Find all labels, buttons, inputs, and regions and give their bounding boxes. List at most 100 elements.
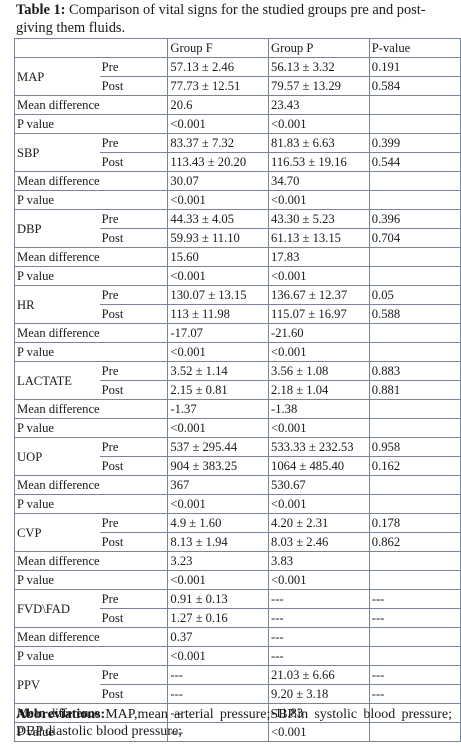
table-row-pre: SBP Pre 83.37 ± 7.32 81.83 ± 6.63 0.399 (13, 133, 461, 172)
spacer-cell (99, 722, 169, 742)
empty-cell (368, 646, 461, 666)
parameter-name: HR (13, 285, 100, 324)
p-value-label: P value (13, 342, 100, 362)
spacer-cell (99, 646, 169, 666)
group-f-value: 537 ± 295.44 (167, 437, 270, 457)
p-value-cell: 0.399 (368, 133, 461, 153)
empty-cell (368, 114, 461, 134)
spacer-cell (99, 171, 169, 191)
group-p-p-value: <0.001 (268, 266, 370, 286)
p-value-label: P value (13, 190, 100, 210)
empty-cell (368, 627, 461, 647)
group-p-value: 8.03 ± 2.46 (268, 532, 370, 552)
group-p-p-value: --- (268, 646, 370, 666)
group-f-mean-diff: 3.23 (167, 551, 270, 571)
empty-cell (368, 190, 461, 210)
group-p-mean-diff: 17.83 (268, 247, 370, 267)
spacer-cell (99, 418, 169, 438)
p-value-cell: 0.162 (368, 456, 461, 476)
table-row-mean-difference: Mean difference 20.6 23.43 (13, 95, 461, 115)
table-row-pre: FVD\FAD Pre 0.91 ± 0.13 --- --- (13, 589, 461, 628)
row-label-post: Post (99, 456, 169, 476)
group-p-value: 1064 ± 485.40 (268, 456, 370, 476)
table-row-pre: UOP Pre 537 ± 295.44 533.33 ± 232.53 0.958 (13, 437, 461, 476)
empty-cell (368, 722, 461, 742)
table-row-post: Post 8.13 ± 1.94 8.03 ± 2.46 0.862 (15, 532, 461, 552)
table-row-pre: CVP Pre 4.9 ± 1.60 4.20 ± 2.31 0.178 (13, 513, 461, 552)
parameter-name: UOP (13, 437, 100, 476)
row-label-pre: Pre (99, 665, 169, 685)
group-p-mean-diff: 530.67 (268, 475, 370, 495)
empty-cell (368, 475, 461, 495)
p-value-cell: 0.191 (368, 57, 461, 77)
parameter-name: LACTATE (13, 361, 100, 400)
spacer-cell (99, 95, 169, 115)
group-p-p-value: <0.001 (268, 418, 370, 438)
spacer-cell (99, 494, 169, 514)
parameter-name: PPV (13, 665, 100, 704)
mean-difference-label: Mean difference (13, 627, 100, 647)
mean-difference-label: Mean difference (13, 399, 100, 419)
group-p-value: 4.20 ± 2.31 (268, 513, 370, 533)
group-p-value: --- (268, 608, 370, 628)
parameter-name: FVD\FAD (13, 589, 100, 628)
group-f-value: 83.37 ± 7.32 (167, 133, 270, 153)
group-f-p-value: <0.001 (167, 570, 270, 590)
spacer-cell (99, 551, 169, 571)
empty-cell (368, 399, 461, 419)
group-p-value: 43.30 ± 5.23 (268, 209, 370, 229)
group-p-p-value: <0.001 (268, 570, 370, 590)
p-value-label: P value (13, 494, 100, 514)
spacer-cell (99, 266, 169, 286)
group-f-p-value: --- (167, 722, 270, 742)
group-f-value: 130.07 ± 13.15 (167, 285, 270, 305)
empty-cell (368, 551, 461, 571)
vital-signs-table: Group F Group P P-value MAP Pre 57.13 ± 2.… (13, 38, 461, 742)
p-value-cell: --- (368, 684, 461, 704)
row-label-pre: Pre (99, 133, 169, 153)
abbreviations-note: Abbreviations:MAP,mean arterial pressure… (16, 706, 452, 740)
group-f-value: 4.9 ± 1.60 (167, 513, 270, 533)
table-row-post: Post 59.93 ± 11.10 61.13 ± 13.15 0.704 (15, 228, 461, 248)
p-value-cell: --- (368, 608, 461, 628)
empty-cell (368, 418, 461, 438)
group-f-value: 77.73 ± 12.51 (167, 76, 270, 96)
table-row-mean-difference: Mean difference -1.37 -1.38 (13, 399, 461, 419)
group-f-mean-diff: 0.37 (167, 627, 270, 647)
group-f-p-value: <0.001 (167, 114, 270, 134)
abbreviations-text: MAP,mean arterial pressure;SBP.in systol… (16, 707, 452, 739)
p-value-cell: 0.544 (368, 152, 461, 172)
group-f-value: --- (167, 684, 270, 704)
header-group-f: Group F (167, 38, 270, 58)
row-label-post: Post (99, 380, 169, 400)
spacer-cell (99, 190, 169, 210)
table-row-p-value: P value <0.001 <0.001 (13, 190, 461, 210)
group-f-value: 2.15 ± 0.81 (167, 380, 270, 400)
group-p-p-value: <0.001 (268, 722, 370, 742)
header-group-p: Group P (268, 38, 370, 58)
table-row-pre: MAP Pre 57.13 ± 2.46 56.13 ± 3.32 0.191 (13, 57, 461, 96)
group-f-mean-diff: 15.60 (167, 247, 270, 267)
row-label-pre: Pre (99, 285, 169, 305)
mean-difference-label: Mean difference (13, 95, 100, 115)
group-p-mean-diff: --- (268, 627, 370, 647)
group-p-mean-diff: 23.43 (268, 95, 370, 115)
empty-cell (368, 570, 461, 590)
group-f-value: 3.52 ± 1.14 (167, 361, 270, 381)
p-value-cell: 0.862 (368, 532, 461, 552)
p-value-cell: --- (368, 589, 461, 609)
group-f-p-value: <0.001 (167, 266, 270, 286)
group-f-mean-diff: 20.6 (167, 95, 270, 115)
p-value-cell: 0.958 (368, 437, 461, 457)
mean-difference-label: Mean difference (13, 703, 100, 723)
group-f-value: 0.91 ± 0.13 (167, 589, 270, 609)
row-label-post: Post (99, 228, 169, 248)
group-p-mean-diff: -21.60 (268, 323, 370, 343)
group-f-mean-diff: 30.07 (167, 171, 270, 191)
group-p-value: 79.57 ± 13.29 (268, 76, 370, 96)
row-label-post: Post (99, 152, 169, 172)
group-p-p-value: <0.001 (268, 190, 370, 210)
p-value-label: P value (13, 722, 100, 742)
group-f-value: --- (167, 665, 270, 685)
